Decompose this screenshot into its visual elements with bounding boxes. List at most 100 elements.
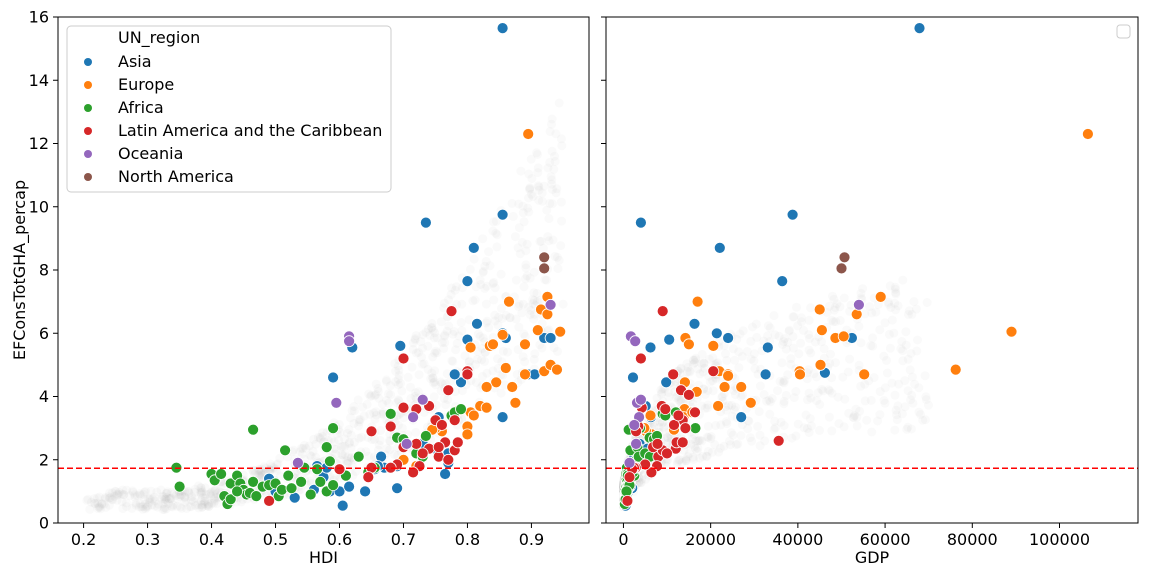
background-point — [805, 333, 814, 343]
background-point — [199, 499, 209, 509]
background-point — [701, 451, 711, 461]
background-point — [805, 414, 815, 424]
background-point — [478, 234, 488, 244]
background-point — [530, 349, 540, 359]
background-point — [717, 393, 727, 402]
background-point — [749, 356, 759, 366]
data-point — [759, 368, 772, 381]
background-point — [526, 189, 536, 199]
background-point — [196, 483, 206, 493]
background-point — [451, 345, 461, 355]
background-point — [838, 372, 848, 382]
background-point — [812, 396, 821, 406]
background-point — [393, 395, 403, 405]
data-point — [691, 295, 704, 308]
background-point — [769, 424, 779, 434]
background-point — [547, 114, 557, 124]
background-point — [762, 396, 772, 406]
background-point — [414, 370, 424, 380]
background-point — [374, 440, 384, 450]
data-point — [455, 376, 467, 389]
data-point — [551, 363, 563, 376]
background-point — [703, 421, 713, 431]
background-point — [855, 406, 865, 416]
data-point — [689, 422, 702, 435]
background-point — [93, 498, 103, 508]
background-point — [801, 410, 811, 420]
background-point — [186, 502, 196, 512]
background-point — [551, 129, 561, 139]
background-point — [450, 285, 460, 295]
background-point — [430, 328, 440, 338]
background-point — [809, 369, 819, 379]
data-point — [645, 466, 658, 479]
background-point — [414, 348, 423, 357]
background-point — [553, 346, 562, 356]
background-point — [731, 440, 741, 450]
y-tick-label: 14 — [29, 71, 49, 90]
background-point — [652, 393, 662, 403]
background-point — [522, 271, 532, 281]
background-point — [428, 378, 438, 388]
background-point — [721, 405, 731, 415]
data-point — [630, 437, 642, 450]
background-point — [176, 502, 185, 512]
background-point — [448, 329, 458, 339]
background-point — [145, 495, 155, 504]
background-point — [157, 494, 167, 504]
background-point — [813, 388, 823, 398]
background-point — [905, 365, 915, 375]
background-point — [97, 499, 107, 508]
x-tick-label: 0.8 — [455, 530, 480, 549]
background-point — [117, 489, 127, 499]
background-point — [521, 246, 531, 256]
background-point — [492, 230, 502, 240]
background-point — [329, 437, 339, 447]
background-point — [848, 412, 858, 422]
background-point — [697, 349, 707, 359]
background-point — [449, 327, 459, 336]
background-point — [447, 356, 457, 366]
background-point — [94, 502, 104, 512]
background-point — [425, 330, 435, 340]
x-tick-label: 60000 — [860, 530, 911, 549]
background-point — [515, 249, 525, 259]
background-point — [835, 316, 845, 325]
background-point — [382, 444, 392, 453]
background-point — [544, 214, 554, 224]
background-point — [537, 343, 547, 353]
background-point — [95, 501, 105, 511]
background-point — [475, 332, 485, 341]
background-point — [403, 372, 413, 382]
data-point — [419, 430, 432, 442]
x-tick-label: 0.6 — [327, 530, 352, 549]
background-point — [726, 428, 736, 438]
background-point — [428, 325, 438, 335]
background-point — [552, 184, 562, 194]
background-point — [893, 401, 903, 411]
background-point — [430, 348, 440, 358]
data-point — [667, 368, 680, 381]
background-point — [203, 499, 213, 509]
data-point — [451, 436, 464, 449]
background-point — [440, 331, 450, 341]
background-point — [309, 434, 319, 444]
background-point — [493, 354, 502, 364]
background-point — [460, 351, 470, 361]
background-point — [397, 386, 407, 396]
background-point — [448, 356, 458, 366]
data-point — [400, 437, 413, 450]
background-point — [439, 298, 449, 308]
background-point — [703, 400, 713, 410]
data-point — [651, 437, 664, 450]
background-point — [93, 503, 103, 513]
background-point — [891, 305, 901, 315]
background-point — [347, 406, 357, 416]
background-point — [199, 496, 209, 506]
background-point — [700, 403, 710, 413]
background-point — [890, 298, 900, 308]
background-point — [366, 390, 376, 400]
background-point — [547, 175, 557, 185]
data-point — [435, 419, 448, 431]
background-point — [852, 421, 862, 431]
